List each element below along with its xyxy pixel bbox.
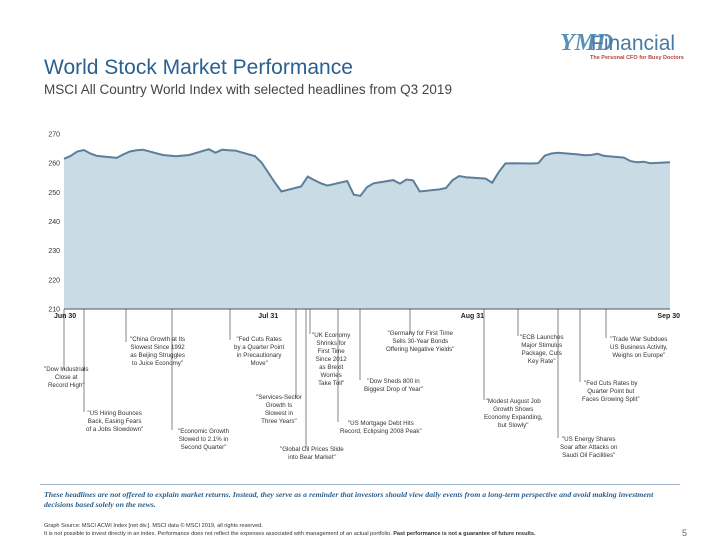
y-tick-label: 230 — [48, 248, 60, 255]
source-line-1: Graph Source: MSCI ACWI Index [net div.]… — [44, 523, 263, 529]
logo-tagline: The Personal CFO for Busy Doctors — [590, 55, 684, 61]
annotation-14: "US Energy Shares Soar after Attacks on … — [560, 436, 618, 459]
headline-disclaimer: These headlines are not offered to expla… — [44, 490, 654, 509]
annotation-7: "Global Oil Prices Slide into Bear Marke… — [280, 446, 344, 461]
logo-name: Financial — [591, 32, 676, 55]
y-tick-label: 250 — [48, 190, 60, 197]
logo-mark: YMD — [560, 30, 614, 56]
footer-divider — [40, 484, 680, 485]
annotation-11: "Germany for First Time Sells 30-Year Bo… — [386, 330, 455, 353]
x-tick-label: Jul 31 — [258, 313, 278, 320]
page-subtitle: MSCI All Country World Index with select… — [44, 82, 452, 97]
series-line — [63, 148, 671, 197]
annotation-15: "Fed Cuts Rates by Quarter Point but Fac… — [582, 380, 640, 403]
annotation-13: "ECB Launches Major Stimulus Package, Cu… — [520, 334, 564, 365]
company-logo: YMD Financial The Personal CFO for Busy … — [560, 30, 710, 66]
performance-disclaimer: Past performance is not a guarantee of f… — [393, 531, 536, 537]
area-fill — [64, 149, 670, 309]
x-tick-label: Jun 30 — [54, 313, 76, 320]
page-number: 5 — [682, 528, 688, 538]
annotation-5: "Fed Cuts Rates by a Quarter Point in Pr… — [234, 336, 285, 367]
annotation-12: "Modest August Job Growth Shows Economy … — [484, 398, 543, 429]
annotation-8: "UK Economy Shrinks for First Time Since… — [312, 332, 351, 387]
y-tick-label: 220 — [48, 277, 60, 284]
annotation-2: "US Hiring Bounces Back, Easing Fears of… — [86, 410, 144, 433]
source-note: Graph Source: MSCI ACWI Index [net div.]… — [44, 522, 536, 538]
annotation-6: "Services-Sector Growth Is Slowest in Th… — [256, 394, 302, 425]
page-title: World Stock Market Performance — [44, 56, 353, 79]
x-tick-label: Sep 30 — [657, 313, 680, 320]
annotation-16: "Trade War Subdues US Business Activity,… — [610, 336, 668, 359]
y-tick-label: 260 — [48, 161, 60, 168]
y-tick-label: 240 — [48, 219, 60, 226]
annotation-10: "Dow Sheds 800 in Biggest Drop of Year" — [364, 378, 423, 393]
y-tick-label: 270 — [48, 132, 60, 139]
annotation-9: "US Mortgage Debt Hits Record, Eclipsing… — [340, 420, 422, 435]
source-line-2: It is not possible to invest directly in… — [44, 531, 392, 537]
annotation-1: "Dow Industrials Close at Record High" — [44, 366, 89, 389]
y-tick-label: 210 — [48, 307, 60, 314]
annotation-4: "Economic Growth Slowed to 2.1% in Secon… — [178, 428, 230, 451]
x-tick-label: Aug 31 — [461, 313, 484, 320]
annotation-3: "China Growth at Its Slowest Since 1992 … — [130, 336, 186, 367]
